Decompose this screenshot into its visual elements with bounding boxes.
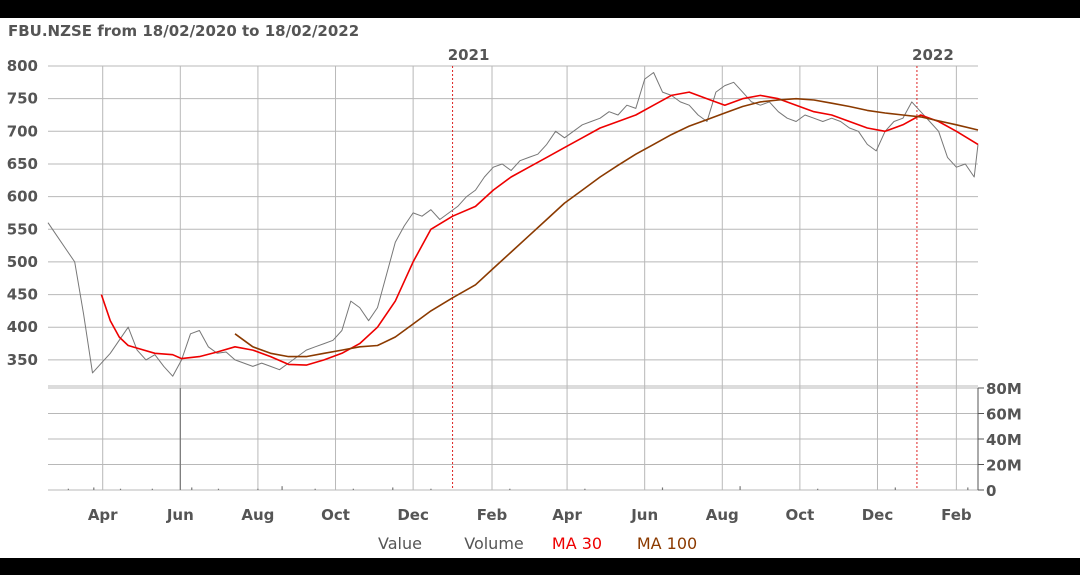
x-tick-label: Oct xyxy=(321,506,350,524)
x-axis-labels: Apr Jun Aug Oct Dec Feb Apr Jun Aug Oct Dec Feb xyxy=(88,506,972,524)
x-tick-label: Oct xyxy=(785,506,814,524)
legend-item: MA 30 xyxy=(552,534,602,553)
x-tick-label: Dec xyxy=(397,506,429,524)
price-tick-label: 350 xyxy=(7,351,38,369)
x-tick-label: Dec xyxy=(862,506,894,524)
volume-tick-label: 20M xyxy=(986,457,1022,475)
price-tick-label: 450 xyxy=(7,286,38,304)
volume-axis-labels: 80M 60M 40M 20M 0 xyxy=(977,380,1022,500)
price-axis-labels: 800 750 700 650 600 550 500 450 400 350 xyxy=(7,57,38,369)
series-line-value xyxy=(47,72,979,377)
x-tick-label: Aug xyxy=(706,506,739,524)
horizontal-gridlines xyxy=(48,65,978,491)
price-tick-label: 750 xyxy=(7,90,38,108)
x-tick-label: Feb xyxy=(941,506,972,524)
legend-item: Volume xyxy=(464,534,524,553)
x-tick-label: Jun xyxy=(166,506,194,524)
price-tick-label: 400 xyxy=(7,318,38,336)
volume-tick-label: 0 xyxy=(986,482,996,500)
volume-tick-label: 60M xyxy=(986,406,1022,424)
price-series xyxy=(47,72,979,377)
x-tick-label: Jun xyxy=(630,506,658,524)
legend-item: Value xyxy=(378,534,422,553)
chart-panel: FBU.NZSE from 18/02/2020 to 18/02/2022 2… xyxy=(0,18,1080,558)
year-marker-label: 2022 xyxy=(912,46,954,64)
x-tick-label: Apr xyxy=(552,506,582,524)
year-markers: 2021 2022 xyxy=(448,46,954,490)
series-line-ma30 xyxy=(100,91,979,366)
price-tick-label: 650 xyxy=(7,155,38,173)
price-tick-label: 550 xyxy=(7,220,38,238)
price-tick-label: 500 xyxy=(7,253,38,271)
price-tick-label: 700 xyxy=(7,122,38,140)
x-tick-label: Aug xyxy=(241,506,274,524)
price-tick-label: 800 xyxy=(7,57,38,75)
legend-item: MA 100 xyxy=(637,534,697,553)
price-tick-label: 600 xyxy=(7,188,38,206)
stock-chart: FBU.NZSE from 18/02/2020 to 18/02/2022 2… xyxy=(7,22,1022,553)
vertical-gridlines xyxy=(102,66,957,490)
chart-title: FBU.NZSE from 18/02/2020 to 18/02/2022 xyxy=(8,22,359,40)
chart-legend: Value Volume MA 30 MA 100 xyxy=(378,534,697,553)
year-marker-label: 2021 xyxy=(448,46,490,64)
volume-tick-label: 80M xyxy=(986,380,1022,398)
series-line-ma100 xyxy=(234,97,979,358)
x-tick-label: Apr xyxy=(88,506,118,524)
volume-series xyxy=(67,388,969,490)
x-tick-label: Feb xyxy=(477,506,508,524)
volume-tick-label: 40M xyxy=(986,431,1022,449)
